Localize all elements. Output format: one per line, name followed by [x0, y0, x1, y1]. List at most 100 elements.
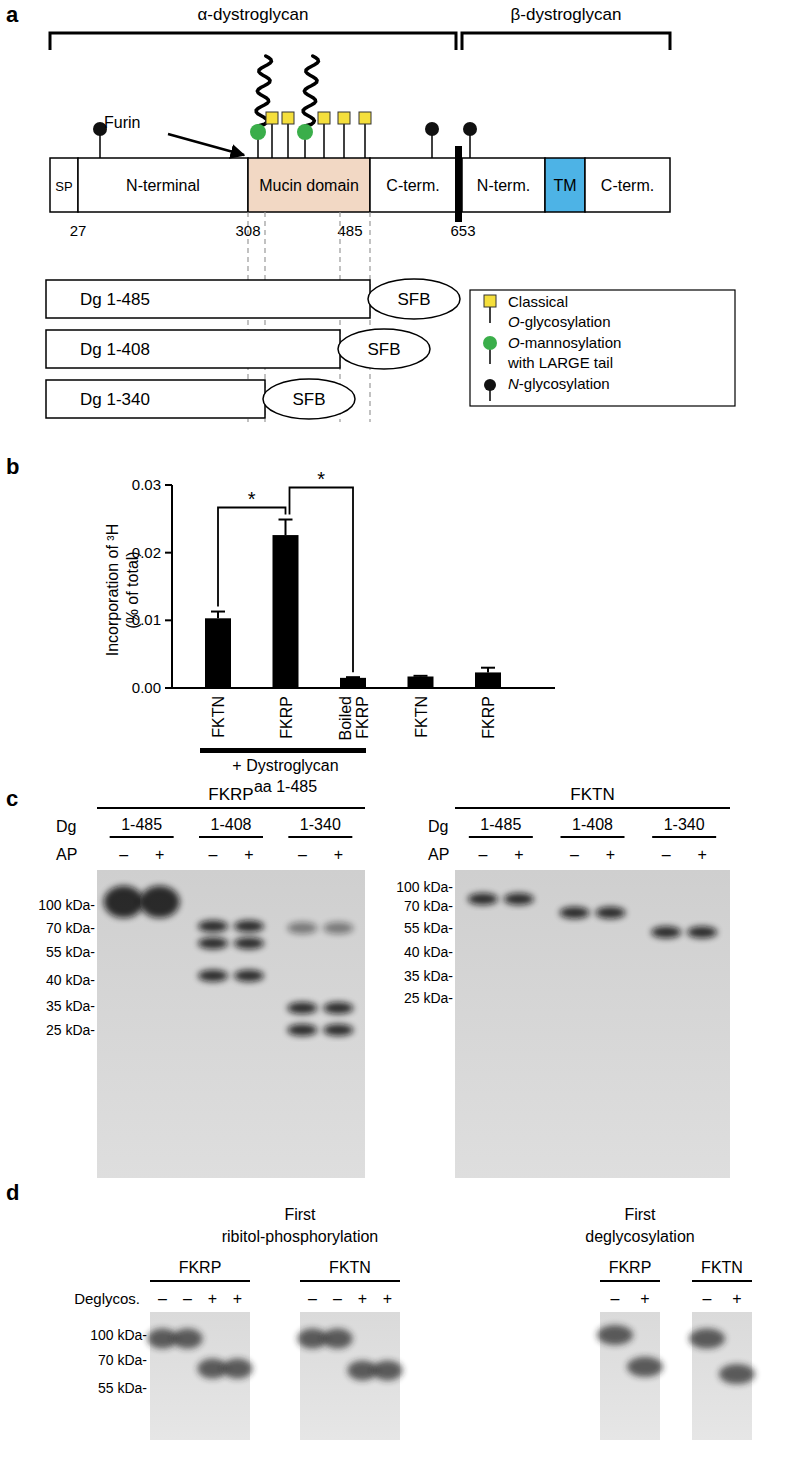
tag-ellipse	[368, 279, 460, 319]
blot-title: FKTN	[701, 1259, 743, 1276]
glycan-tail	[303, 56, 318, 126]
marker-label: 40 kDa-	[404, 944, 453, 960]
cleavage-arrow	[168, 134, 244, 155]
y-tick	[165, 687, 172, 689]
band	[719, 1364, 755, 1384]
construct-box	[46, 380, 265, 418]
tag-ellipse	[338, 329, 430, 369]
group-label: 1-485	[121, 816, 162, 833]
lane-label: +	[383, 1290, 392, 1307]
marker-label: 55 kDa-	[46, 944, 95, 960]
lane-label: +	[606, 846, 615, 863]
marker-label: 70 kDa-	[46, 920, 95, 936]
legend-label: with LARGE tail	[507, 354, 613, 371]
bracket	[50, 33, 456, 50]
domain	[78, 158, 248, 212]
band	[104, 886, 144, 918]
title-rule	[300, 1280, 400, 1282]
bracket	[462, 33, 670, 50]
panel-label: c	[6, 786, 18, 811]
lane-label: +	[358, 1290, 367, 1307]
band	[468, 893, 498, 905]
panel-label: a	[6, 2, 19, 27]
marker-label: 100 kDa-	[38, 897, 95, 913]
band	[287, 922, 317, 934]
construct-label: Dg 1-340	[80, 390, 150, 409]
band	[198, 970, 228, 982]
domain	[50, 158, 78, 212]
domain	[370, 158, 456, 212]
section-title: First	[284, 1206, 316, 1223]
band	[651, 926, 681, 938]
band	[627, 1357, 663, 1377]
pin-stem	[469, 134, 471, 158]
band	[597, 1325, 633, 1345]
significance-star: *	[317, 468, 325, 490]
y-tick	[165, 619, 172, 621]
row-label: Deglycos.	[74, 1290, 140, 1307]
bar	[205, 618, 231, 688]
error-bar	[211, 612, 225, 619]
title-rule	[692, 1280, 752, 1282]
pin-stem	[323, 124, 325, 158]
y-axis-label: (% of total)	[124, 551, 141, 628]
domain-label: N-term.	[477, 177, 530, 194]
band	[560, 907, 590, 919]
lane-label: –	[308, 1290, 317, 1307]
domain	[248, 158, 370, 212]
group-bar	[200, 748, 366, 753]
band	[234, 937, 264, 949]
error-bar	[481, 668, 495, 673]
domain-label: C-term.	[386, 177, 439, 194]
blot-title: FKRP	[208, 785, 253, 804]
marker-label: 100 kDa-	[90, 1327, 147, 1343]
x-tick-label: Boiled	[337, 696, 354, 740]
construct-box	[46, 330, 340, 368]
group-label: 1-408	[211, 816, 252, 833]
lane-label: +	[732, 1290, 741, 1307]
group-label: 1-340	[664, 816, 705, 833]
band	[373, 1360, 403, 1380]
error-bar	[346, 677, 360, 679]
legend-label: Classical	[508, 293, 568, 310]
figure: aα-dystroglycanβ-dystroglycanSPN-termina…	[0, 0, 788, 1458]
marker-label: 55 kDa-	[98, 1380, 147, 1396]
domain-label: C-term.	[601, 177, 654, 194]
band	[323, 922, 353, 934]
domain	[462, 158, 545, 212]
group-rule	[110, 836, 174, 838]
pin-stem	[99, 134, 101, 158]
pin-stem	[343, 124, 345, 158]
o-glycosylation-site	[338, 112, 350, 124]
band	[287, 1002, 317, 1014]
y-tick-label: 0.00	[132, 679, 161, 696]
lane-label: –	[119, 846, 128, 863]
legend-box	[470, 290, 735, 406]
band	[323, 1329, 353, 1349]
error-line	[285, 520, 287, 536]
group-label: 1-408	[572, 816, 613, 833]
band	[173, 1329, 203, 1349]
group-rule	[199, 836, 263, 838]
error-bar	[279, 520, 293, 536]
band	[234, 920, 264, 932]
blot-title: FKRP	[609, 1259, 652, 1276]
n-glycosylation-site	[463, 122, 477, 136]
group-label: aa 1-485	[254, 778, 317, 795]
pin-stem	[287, 124, 289, 158]
band	[287, 1024, 317, 1036]
background	[0, 0, 788, 1458]
tag-label: SFB	[367, 340, 400, 359]
domain-label: TM	[553, 177, 576, 194]
bar	[273, 535, 299, 688]
tag-ellipse	[263, 379, 355, 419]
panel-label: d	[6, 1180, 19, 1205]
error-cap	[346, 676, 360, 678]
lane-label: +	[697, 846, 706, 863]
bar	[408, 676, 434, 688]
error-line	[217, 612, 219, 619]
pin-stem	[489, 307, 491, 323]
marker-label: 100 kDa-	[396, 879, 453, 895]
band	[504, 893, 534, 905]
lane-label: –	[478, 846, 487, 863]
